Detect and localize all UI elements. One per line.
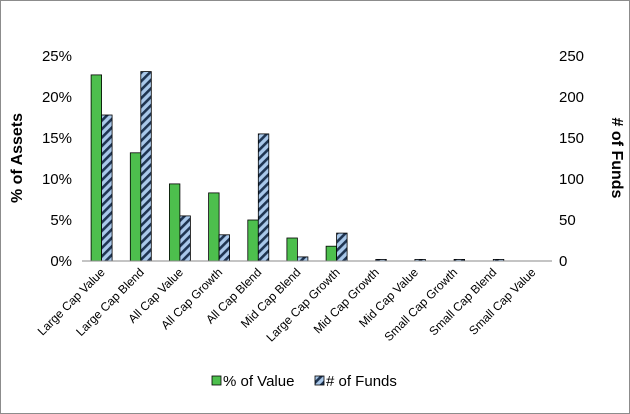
- x-tick-label: Large Cap Blend: [73, 265, 147, 339]
- y-tick-label: 0%: [50, 253, 72, 270]
- y2-tick-label: 250: [559, 48, 584, 65]
- legend-label-percent-of-value: % of Value: [223, 373, 294, 390]
- bar-number-of-funds: [218, 234, 231, 262]
- y-tick-label: 10%: [42, 171, 72, 188]
- legend-swatch-percent-of-value: [211, 375, 222, 386]
- bar-number-of-funds: [140, 71, 152, 262]
- x-tick-label: Small Cap Growth: [381, 265, 460, 344]
- x-tick-label: Large Cap Value: [35, 265, 108, 338]
- legend: % of Value # of Funds: [211, 373, 397, 390]
- legend-label-number-of-funds: # of Funds: [326, 373, 397, 390]
- y-axis-title: % of Assets: [9, 113, 26, 203]
- y2-axis-ticks: 0 50 100 150 200 250: [559, 48, 584, 270]
- bar-number-of-funds: [257, 133, 270, 262]
- y-tick-label: 20%: [42, 89, 72, 106]
- legend-swatch-number-of-funds: [314, 375, 325, 386]
- x-tick-label: Small Cap Blend: [426, 265, 499, 338]
- x-tick-label: Large Cap Growth: [263, 265, 342, 344]
- bar-percent-of-value: [168, 183, 181, 262]
- y-tick-label: 15%: [42, 130, 72, 147]
- bar-percent-of-value: [325, 245, 338, 262]
- y2-tick-label: 150: [559, 130, 584, 147]
- bar-number-of-funds: [336, 232, 348, 262]
- y2-tick-label: 50: [559, 212, 576, 229]
- y2-tick-label: 0: [559, 253, 567, 270]
- bar-percent-of-value: [90, 74, 102, 262]
- y2-tick-label: 200: [559, 89, 584, 106]
- y2-tick-label: 100: [559, 171, 584, 188]
- x-tick-label: Small Cap Value: [466, 265, 539, 338]
- y-axis-ticks: 0% 5% 10% 15% 20% 25%: [42, 48, 72, 270]
- bar-number-of-funds: [101, 114, 113, 262]
- y-tick-label: 25%: [42, 48, 72, 65]
- bar-percent-of-value: [208, 192, 220, 262]
- y2-axis-title: # of Funds: [608, 118, 625, 199]
- y-tick-label: 5%: [50, 212, 72, 229]
- bar-percent-of-value: [247, 219, 259, 262]
- bar-number-of-funds: [179, 215, 191, 262]
- bar-percent-of-value: [129, 152, 142, 262]
- plot-area: [90, 71, 505, 262]
- bar-number-of-funds: [296, 256, 309, 262]
- bar-percent-of-value: [286, 237, 298, 262]
